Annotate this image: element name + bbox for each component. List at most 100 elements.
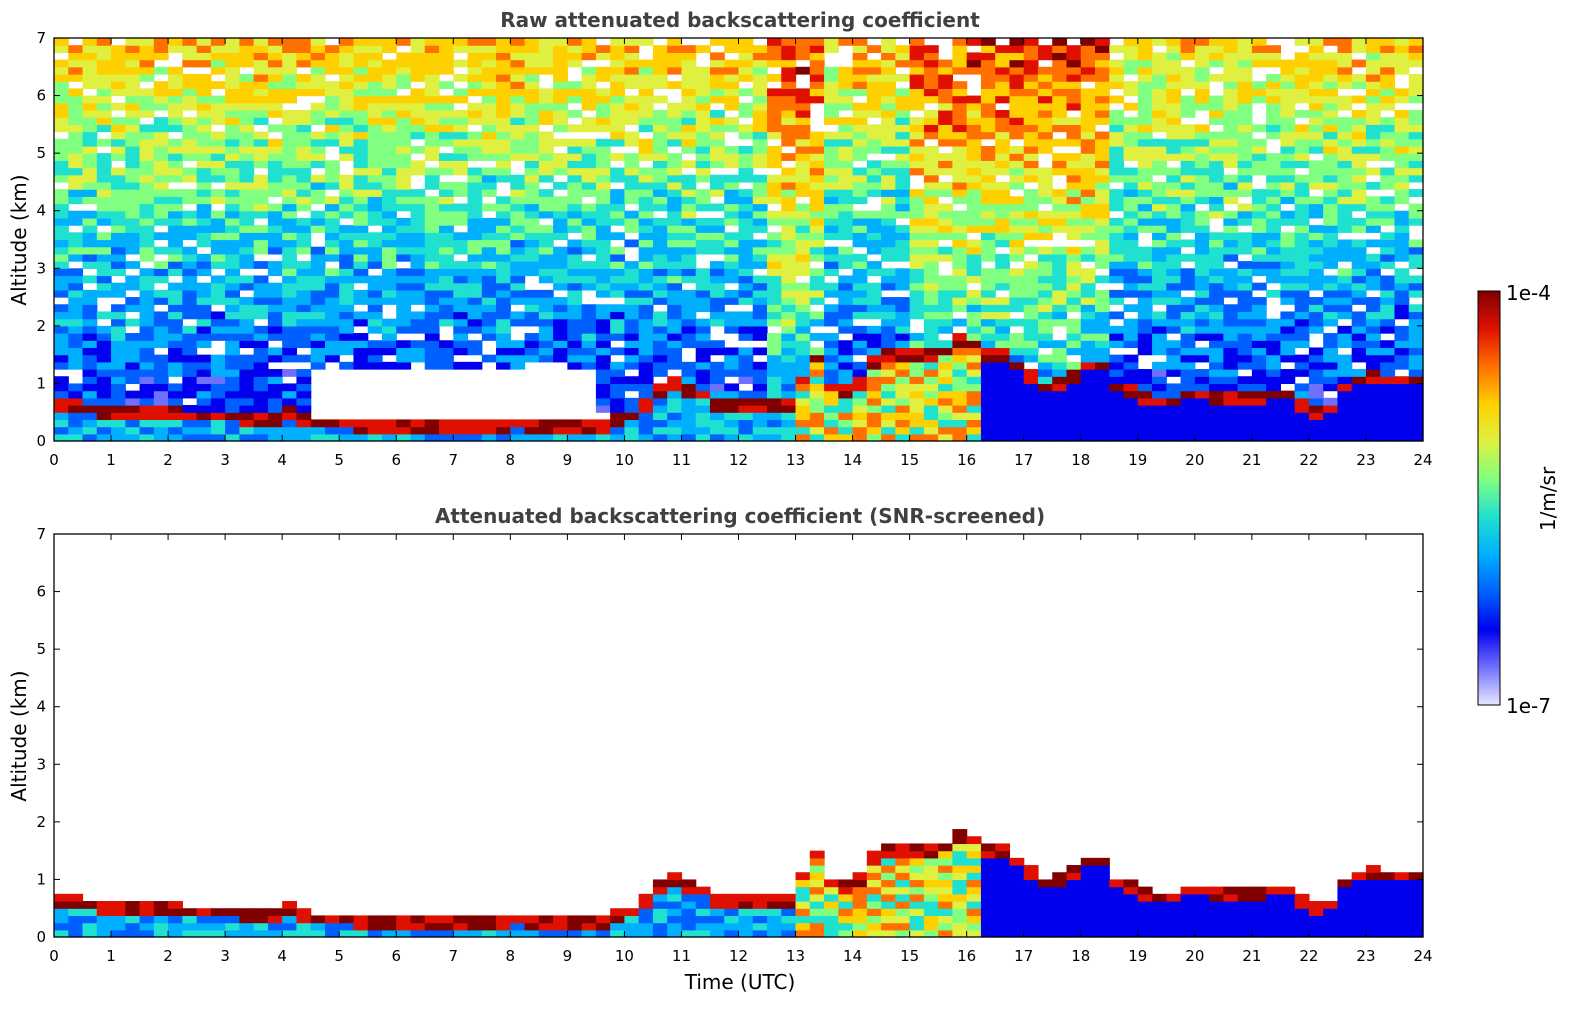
heatmap-cell	[881, 340, 896, 349]
heatmap-cell	[1037, 73, 1053, 82]
heatmap-cell	[1123, 167, 1139, 176]
heatmap-cell	[538, 145, 554, 154]
heatmap-cell	[1152, 426, 1167, 435]
heatmap-cell	[1109, 325, 1125, 334]
heatmap-cell	[168, 45, 183, 53]
heatmap-cell	[96, 412, 112, 421]
heatmap-cell	[524, 304, 540, 313]
heatmap-cell	[938, 131, 954, 140]
heatmap-cell	[339, 153, 355, 161]
heatmap-cell	[524, 102, 540, 111]
heatmap-cell	[1337, 376, 1353, 385]
heatmap-cell	[267, 908, 283, 917]
heatmap-cell	[881, 246, 896, 255]
heatmap-cell	[1123, 153, 1139, 161]
heatmap-cell	[453, 160, 469, 169]
heatmap-cell	[1080, 52, 1096, 61]
heatmap-cell	[367, 297, 383, 305]
heatmap-cell	[1009, 73, 1025, 82]
heatmap-cell	[610, 66, 626, 75]
heatmap-cell	[1194, 325, 1210, 334]
heatmap-cell	[638, 325, 654, 334]
heatmap-cell	[453, 203, 469, 212]
heatmap-cell	[153, 131, 169, 140]
heatmap-cell	[738, 908, 754, 917]
heatmap-cell	[681, 304, 697, 313]
heatmap-cell	[952, 102, 968, 111]
heatmap-cell	[239, 81, 255, 89]
heatmap-cell	[610, 268, 626, 277]
heatmap-cell	[624, 289, 640, 298]
heatmap-cell	[410, 145, 426, 154]
heatmap-cell	[282, 131, 298, 140]
heatmap-cell	[54, 109, 69, 118]
heatmap-cell	[82, 73, 98, 82]
heatmap-cell	[1037, 354, 1053, 363]
heatmap-cell	[467, 426, 483, 435]
heatmap-cell	[909, 167, 925, 176]
heatmap-cell	[667, 38, 683, 46]
heatmap-cell	[182, 340, 198, 349]
heatmap-cell	[96, 282, 112, 291]
heatmap-cell	[538, 117, 554, 125]
heatmap-cell	[1194, 419, 1210, 428]
heatmap-cell	[396, 138, 412, 147]
heatmap-cell	[1109, 383, 1125, 392]
heatmap-cell	[1280, 289, 1296, 298]
heatmap-cell	[1180, 419, 1196, 428]
heatmap-cell	[296, 88, 312, 97]
heatmap-cell	[838, 297, 854, 305]
heatmap-cell	[881, 325, 896, 334]
heatmap-cell	[453, 922, 469, 931]
heatmap-cell	[1280, 297, 1296, 305]
heatmap-cell	[1294, 246, 1310, 255]
heatmap-cell	[909, 426, 925, 435]
heatmap-cell	[553, 246, 568, 255]
heatmap-cell	[752, 160, 768, 169]
heatmap-cell	[1266, 59, 1281, 68]
heatmap-cell	[1209, 95, 1224, 104]
heatmap-cell	[1251, 419, 1267, 428]
heatmap-cell	[324, 297, 340, 305]
heatmap-cell	[1337, 426, 1353, 435]
heatmap-cell	[881, 217, 896, 226]
heatmap-cell	[424, 153, 440, 161]
heatmap-cell	[781, 311, 797, 320]
heatmap-cell	[781, 203, 797, 212]
heatmap-cell	[296, 304, 312, 313]
heatmap-cell	[1152, 109, 1167, 118]
heatmap-cell	[125, 246, 141, 255]
heatmap-cell	[196, 412, 212, 421]
heatmap-cell	[1337, 289, 1353, 298]
heatmap-cell	[795, 189, 811, 197]
heatmap-cell	[410, 59, 426, 68]
heatmap-cell	[538, 922, 554, 931]
heatmap-cell	[866, 405, 882, 413]
heatmap-cell	[139, 225, 155, 233]
heatmap-cell	[852, 282, 868, 291]
heatmap-cell	[824, 217, 839, 226]
heatmap-cell	[610, 38, 626, 46]
heatmap-cell	[1351, 289, 1367, 298]
heatmap-cell	[496, 153, 511, 161]
heatmap-cell	[995, 333, 1011, 341]
heatmap-cell	[1280, 117, 1296, 125]
heatmap-cell	[624, 38, 640, 46]
heatmap-cell	[1066, 124, 1082, 133]
heatmap-cell	[1137, 45, 1153, 53]
heatmap-cell	[253, 225, 269, 233]
heatmap-cell	[852, 275, 868, 284]
heatmap-cell	[68, 181, 84, 190]
heatmap-cell	[695, 167, 711, 176]
heatmap-cell	[1152, 167, 1167, 176]
heatmap-cell	[995, 383, 1011, 392]
heatmap-cell	[1080, 66, 1096, 75]
heatmap-cell	[1209, 289, 1224, 298]
heatmap-cell	[652, 893, 668, 902]
heatmap-cell	[339, 203, 355, 212]
heatmap-cell	[938, 311, 954, 320]
heatmap-cell	[467, 66, 483, 75]
heatmap-cell	[510, 232, 526, 241]
heatmap-cell	[652, 275, 668, 284]
heatmap-cell	[1308, 73, 1324, 82]
